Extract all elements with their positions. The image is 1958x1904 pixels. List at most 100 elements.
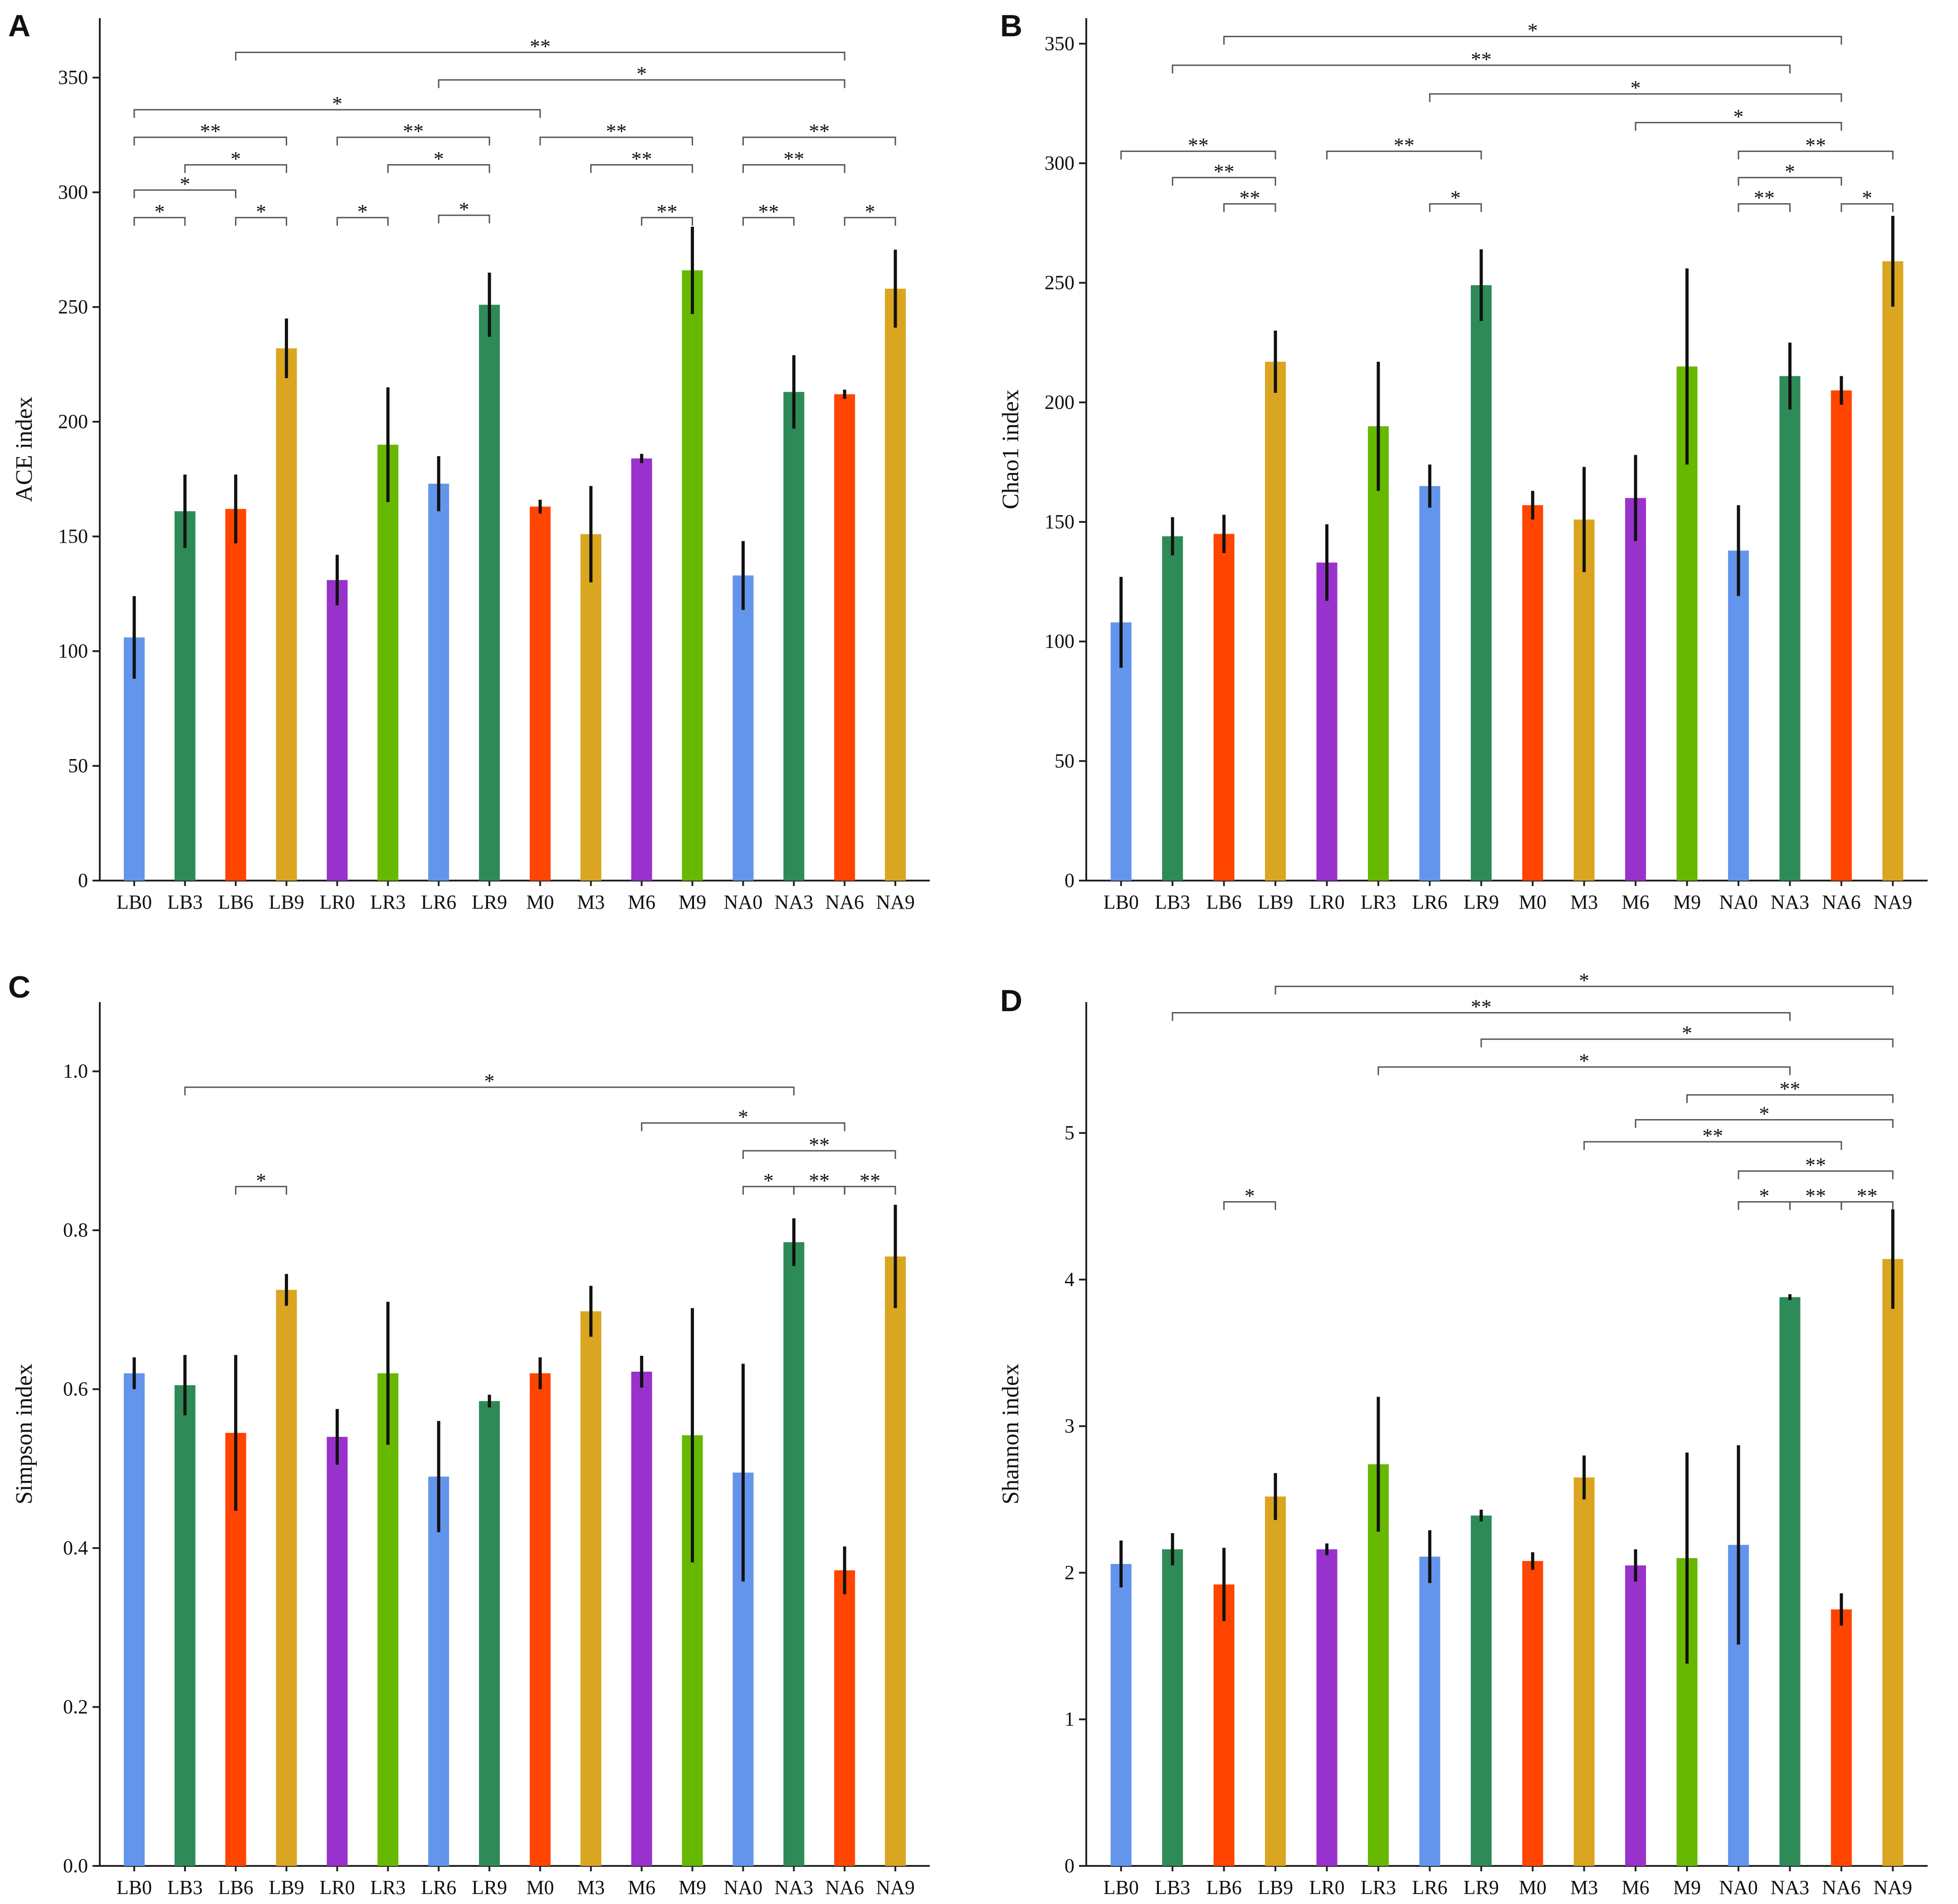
y-tick-label: 1.0 bbox=[63, 1060, 88, 1082]
bar-lr0 bbox=[327, 580, 348, 881]
significance-label: * bbox=[256, 200, 266, 223]
significance-bracket bbox=[438, 79, 845, 88]
x-tick-label: M6 bbox=[1622, 891, 1650, 913]
significance-bracket bbox=[1841, 203, 1894, 212]
x-tick-label: LR9 bbox=[472, 891, 507, 913]
x-tick-label: LB6 bbox=[1206, 1876, 1241, 1899]
y-tick-label: 0 bbox=[1064, 869, 1074, 891]
y-tick-label: 150 bbox=[1045, 511, 1074, 533]
bar-na9 bbox=[1882, 261, 1904, 881]
significance-bracket bbox=[184, 1086, 795, 1096]
significance-label: * bbox=[230, 147, 241, 170]
significance-label: ** bbox=[809, 1169, 830, 1192]
y-tick-label: 350 bbox=[58, 66, 88, 88]
x-tick-label: M6 bbox=[1622, 1876, 1650, 1899]
x-tick-label: LB9 bbox=[1258, 1876, 1293, 1899]
y-tick-label: 0.0 bbox=[63, 1855, 88, 1877]
significance-label: ** bbox=[1805, 134, 1826, 157]
significance-label: * bbox=[1528, 19, 1538, 42]
y-tick-label: 300 bbox=[58, 181, 88, 203]
x-tick-label: LB3 bbox=[1155, 891, 1190, 913]
x-tick-label: LR0 bbox=[1309, 1876, 1344, 1899]
bar-m0 bbox=[1522, 505, 1543, 881]
significance-bracket bbox=[235, 52, 845, 61]
bar-lb0 bbox=[1110, 1564, 1132, 1866]
significance-bracket bbox=[1429, 203, 1482, 212]
y-tick-label: 250 bbox=[58, 296, 88, 318]
y-axis-label: Simpson index bbox=[11, 1363, 37, 1505]
bar-na0 bbox=[1728, 550, 1749, 881]
significance-bracket bbox=[1223, 203, 1276, 212]
bar-m0 bbox=[529, 1373, 551, 1866]
bar-lb9 bbox=[1265, 1496, 1286, 1866]
bar-lb6 bbox=[225, 509, 246, 881]
bar-lb3 bbox=[174, 511, 195, 881]
x-tick-label: LR9 bbox=[1464, 891, 1499, 913]
bar-lr6 bbox=[428, 1476, 449, 1866]
x-tick-label: LB0 bbox=[117, 891, 152, 913]
y-tick-label: 150 bbox=[58, 525, 88, 547]
significance-label: * bbox=[865, 200, 875, 223]
bar-m3 bbox=[580, 1311, 601, 1866]
bar-lr3 bbox=[377, 444, 399, 881]
significance-label: ** bbox=[530, 35, 551, 58]
x-tick-label: NA3 bbox=[775, 891, 814, 913]
x-tick-label: LB3 bbox=[167, 1876, 203, 1899]
significance-label: * bbox=[154, 200, 165, 223]
significance-bracket bbox=[336, 136, 490, 146]
bar-lr3 bbox=[377, 1373, 399, 1866]
significance-bracket bbox=[336, 217, 389, 226]
panel-c-simpson-chart: C 0.0 0.2 0.4 0.6 0.8 1.0 Simpson index LB0 LB3 LB… bbox=[8, 970, 930, 1899]
panel-letter: D bbox=[1000, 984, 1022, 1018]
y-tick-label: 4 bbox=[1064, 1268, 1074, 1290]
significance-label: ** bbox=[1394, 134, 1415, 157]
significance-label: * bbox=[1631, 76, 1641, 99]
bar-lb0 bbox=[123, 1373, 145, 1866]
y-tick-label: 0 bbox=[78, 869, 88, 891]
significance-bracket bbox=[184, 164, 288, 173]
x-tick-label: LB0 bbox=[117, 1876, 152, 1899]
x-tick-label: M0 bbox=[526, 891, 554, 913]
significance-label: ** bbox=[1471, 48, 1492, 71]
x-tick-label: M9 bbox=[1673, 891, 1701, 913]
significance-bracket bbox=[1274, 985, 1894, 995]
significance-bracket bbox=[1480, 1038, 1894, 1047]
x-tick-label: LB0 bbox=[1104, 891, 1139, 913]
significance-bracket bbox=[590, 164, 693, 173]
bar-lr6 bbox=[428, 483, 449, 881]
bar-m3 bbox=[580, 534, 601, 881]
x-tick-label: M0 bbox=[526, 1876, 554, 1899]
bar-lr6 bbox=[1419, 1556, 1440, 1866]
significance-bracket bbox=[1377, 1066, 1791, 1076]
x-tick-label: NA9 bbox=[1874, 891, 1913, 913]
x-tick-label: NA3 bbox=[1771, 891, 1810, 913]
significance-label: ** bbox=[1702, 1124, 1723, 1147]
significance-bracket bbox=[1583, 1141, 1842, 1150]
bar-lr3 bbox=[1367, 426, 1389, 881]
significance-bracket bbox=[1738, 177, 1842, 186]
bar-na6 bbox=[834, 394, 855, 881]
y-tick-label: 5 bbox=[1064, 1122, 1074, 1144]
x-tick-label: LR0 bbox=[319, 1876, 355, 1899]
significance-label: * bbox=[459, 198, 469, 221]
significance-bracket bbox=[1120, 151, 1276, 160]
y-tick-label: 50 bbox=[1055, 750, 1074, 772]
significance-label: ** bbox=[606, 120, 627, 143]
significance-label: ** bbox=[1239, 186, 1260, 209]
y-tick-label: 0.8 bbox=[63, 1219, 88, 1241]
x-tick-label: M0 bbox=[1519, 1876, 1547, 1899]
significance-label: ** bbox=[403, 120, 424, 143]
significance-label: * bbox=[763, 1169, 774, 1192]
bar-lr0 bbox=[1316, 1549, 1338, 1866]
significance-label: * bbox=[180, 172, 190, 195]
x-tick-label: NA9 bbox=[876, 1876, 915, 1899]
significance-label: ** bbox=[758, 200, 779, 223]
significance-bracket bbox=[1429, 93, 1842, 102]
x-tick-label: M3 bbox=[1570, 1876, 1598, 1899]
significance-label: * bbox=[1682, 1022, 1692, 1045]
panel-letter: A bbox=[8, 9, 30, 43]
significance-bracket bbox=[844, 217, 896, 226]
bar-lr0 bbox=[1316, 562, 1338, 881]
panel-letter: C bbox=[8, 970, 30, 1004]
significance-bracket bbox=[742, 1150, 896, 1159]
